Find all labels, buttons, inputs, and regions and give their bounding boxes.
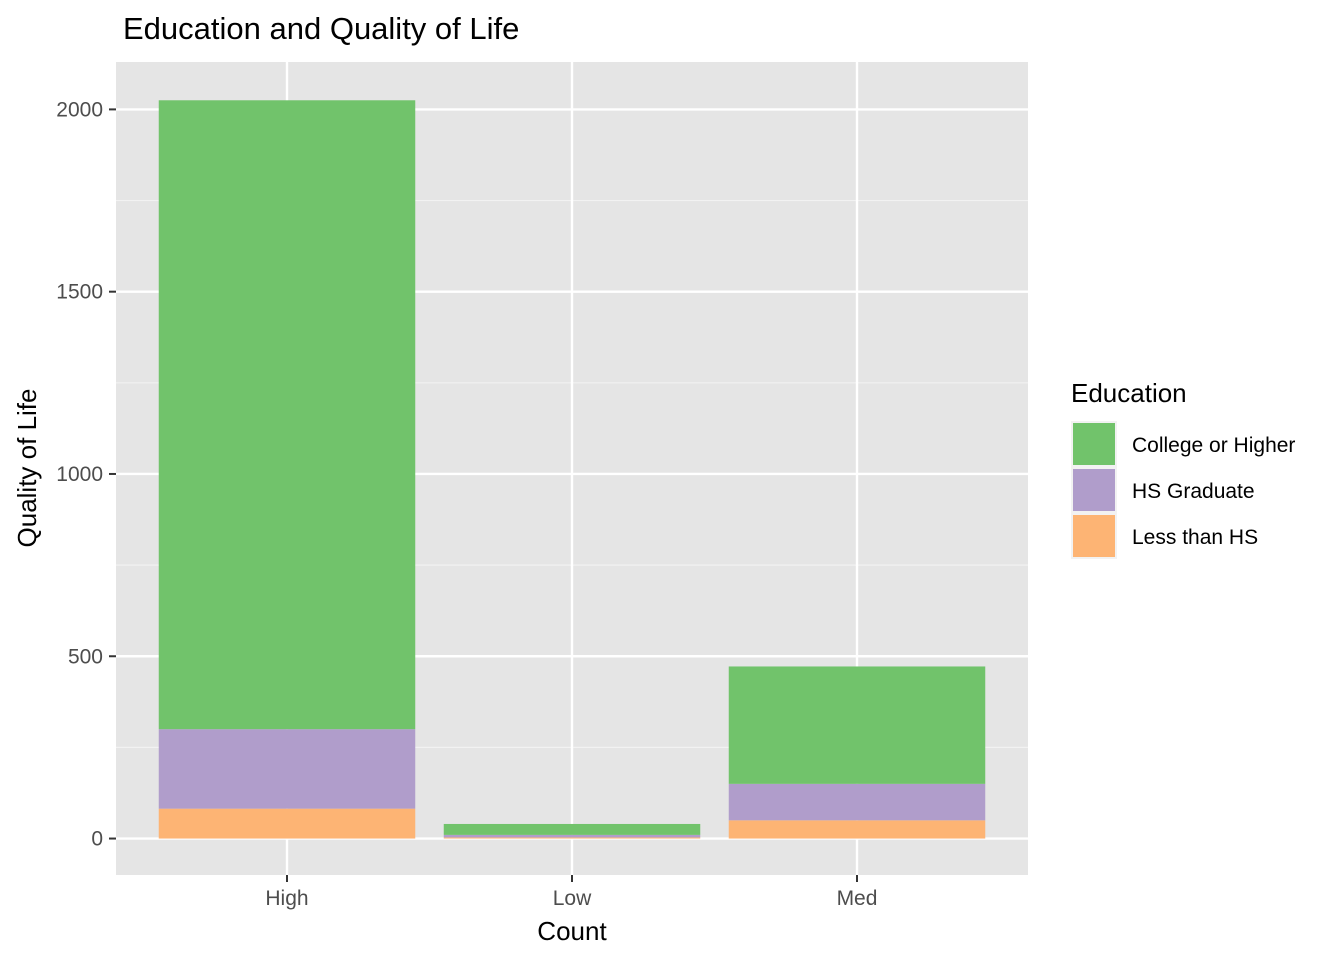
x-axis-title: Count xyxy=(537,916,607,946)
bar-high-college-or-higher xyxy=(158,100,416,730)
legend-key-swatch xyxy=(1073,423,1115,465)
x-tick-label: Low xyxy=(553,887,592,910)
bar-high-less-than-hs xyxy=(158,808,416,839)
chart-title: Education and Quality of Life xyxy=(123,11,519,46)
legend: Education College or Higher HS Graduate Le… xyxy=(1071,378,1295,559)
bar-low-hs-graduate xyxy=(443,834,701,838)
legend-item-label: HS Graduate xyxy=(1132,480,1255,503)
bar-low-less-than-hs xyxy=(443,837,701,839)
bar-high-hs-graduate xyxy=(158,729,416,809)
y-tick-label: 500 xyxy=(68,645,103,668)
legend-key-swatch xyxy=(1073,469,1115,511)
bar-med-less-than-hs xyxy=(728,820,986,839)
legend-item-label: College or Higher xyxy=(1132,434,1295,457)
bars xyxy=(158,100,986,839)
y-axis: 0 500 1000 1500 2000 xyxy=(56,98,116,851)
x-tick-label: High xyxy=(265,887,308,910)
y-tick-label: 1500 xyxy=(56,281,103,304)
x-axis: High Low Med xyxy=(265,875,877,910)
legend-title: Education xyxy=(1071,378,1187,408)
y-axis-title: Quality of Life xyxy=(12,389,42,548)
legend-item-label: Less than HS xyxy=(1132,526,1258,549)
legend-key-swatch xyxy=(1073,515,1115,557)
legend-items: College or Higher HS Graduate Less than HS xyxy=(1071,421,1295,559)
y-tick-label: 2000 xyxy=(56,98,103,121)
y-tick-label: 0 xyxy=(91,828,103,851)
bar-low-college-or-higher xyxy=(443,823,701,835)
bar-med-hs-graduate xyxy=(728,783,986,821)
bar-med-college-or-higher xyxy=(728,666,986,784)
x-tick-label: Med xyxy=(837,887,878,910)
y-tick-label: 1000 xyxy=(56,463,103,486)
